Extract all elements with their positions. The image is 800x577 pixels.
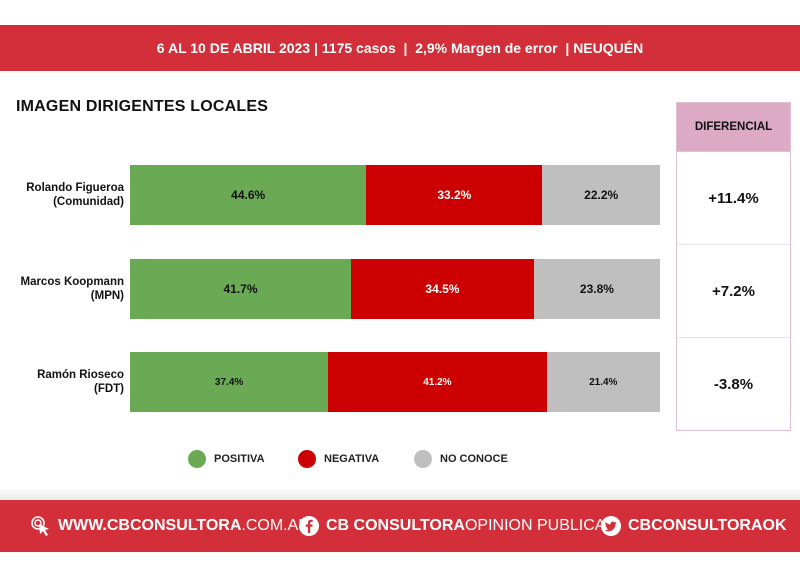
diferencial-value: +7.2% <box>677 245 790 338</box>
category-label-line: Ramón Rioseco <box>37 369 124 381</box>
twitter-icon <box>600 515 622 537</box>
website-link[interactable]: WWW.CBCONSULTORA .COM.AR <box>30 500 310 552</box>
bar-no-conoce: 23.8% <box>533 259 660 319</box>
data-label: 41.2% <box>423 376 452 388</box>
legend-label: NO CONOCE <box>440 453 508 465</box>
data-label: 37.4% <box>214 376 244 388</box>
twitter-handle: CBCONSULTORAOK <box>628 517 787 534</box>
bar-no-conoce: 21.4% <box>546 352 660 412</box>
bar-negativa: 33.2% <box>366 165 543 225</box>
facebook-link[interactable]: CB CONSULTORA OPINION PUBLICA <box>298 500 605 552</box>
legend-no-conoce: NO CONOCE <box>414 450 508 468</box>
bar-row: 41.7% 34.5% 23.8% <box>130 259 660 319</box>
no-conoce-dot-icon <box>414 450 432 468</box>
chart-title: IMAGEN DIRIGENTES LOCALES <box>16 98 269 115</box>
bar-negativa: 41.2% <box>328 352 547 412</box>
positiva-dot-icon <box>188 450 206 468</box>
bar-positiva: 41.7% <box>130 259 351 319</box>
survey-header: 6 AL 10 DE ABRIL 2023 | 1175 casos | 2,9… <box>0 25 800 71</box>
data-label: 41.7% <box>223 282 258 296</box>
twitter-link[interactable]: CBCONSULTORAOK <box>600 500 787 552</box>
data-label: 21.4% <box>589 376 618 388</box>
bar-negativa: 34.5% <box>351 259 534 319</box>
diferencial-table: DIFERENCIAL +11.4% +7.2% -3.8% <box>676 102 791 431</box>
bar-no-conoce: 22.2% <box>542 165 660 225</box>
data-label: 44.6% <box>231 188 266 202</box>
diferencial-value: -3.8% <box>713 375 754 393</box>
legend-negativa: NEGATIVA <box>298 450 379 468</box>
bar-row: 37.4% 41.2% 21.4% <box>130 352 660 412</box>
data-label: 23.8% <box>579 282 614 296</box>
category-label-line: (MPN) <box>90 290 124 302</box>
cursor-click-icon <box>30 515 52 537</box>
category-label-line: (FDT) <box>93 383 124 395</box>
data-label: 33.2% <box>437 188 472 202</box>
category-label: Marcos Koopmann (MPN) <box>0 275 124 303</box>
website-bold: WWW.CBCONSULTORA <box>58 517 242 534</box>
footer-shadow <box>0 488 800 500</box>
diferencial-header: DIFERENCIAL <box>677 103 790 152</box>
legend-label: NEGATIVA <box>324 453 380 465</box>
facebook-light: OPINION PUBLICA <box>464 517 606 534</box>
category-label-line: Marcos Koopmann <box>20 276 124 288</box>
category-label-line: (Comunidad) <box>53 196 124 208</box>
negativa-dot-icon <box>298 450 316 468</box>
diferencial-value: +11.4% <box>677 152 790 245</box>
data-label: 34.5% <box>425 282 460 296</box>
bar-row: 44.6% 33.2% 22.2% <box>130 165 660 225</box>
facebook-bold: CB CONSULTORA <box>326 517 465 534</box>
data-label: 22.2% <box>584 188 619 202</box>
category-label-line: Rolando Figueroa <box>26 182 124 194</box>
facebook-icon <box>298 515 320 537</box>
legend-label: POSITIVA <box>214 453 265 465</box>
legend-positiva: POSITIVA <box>188 450 265 468</box>
website-light: .COM.AR <box>241 517 310 534</box>
bar-positiva: 37.4% <box>130 352 329 412</box>
category-label: Rolando Figueroa (Comunidad) <box>0 181 124 209</box>
category-label: Ramón Rioseco (FDT) <box>0 368 124 396</box>
footer-bar: WWW.CBCONSULTORA .COM.AR CB CONSULTORA OP… <box>0 500 800 552</box>
bar-positiva: 44.6% <box>130 165 367 225</box>
